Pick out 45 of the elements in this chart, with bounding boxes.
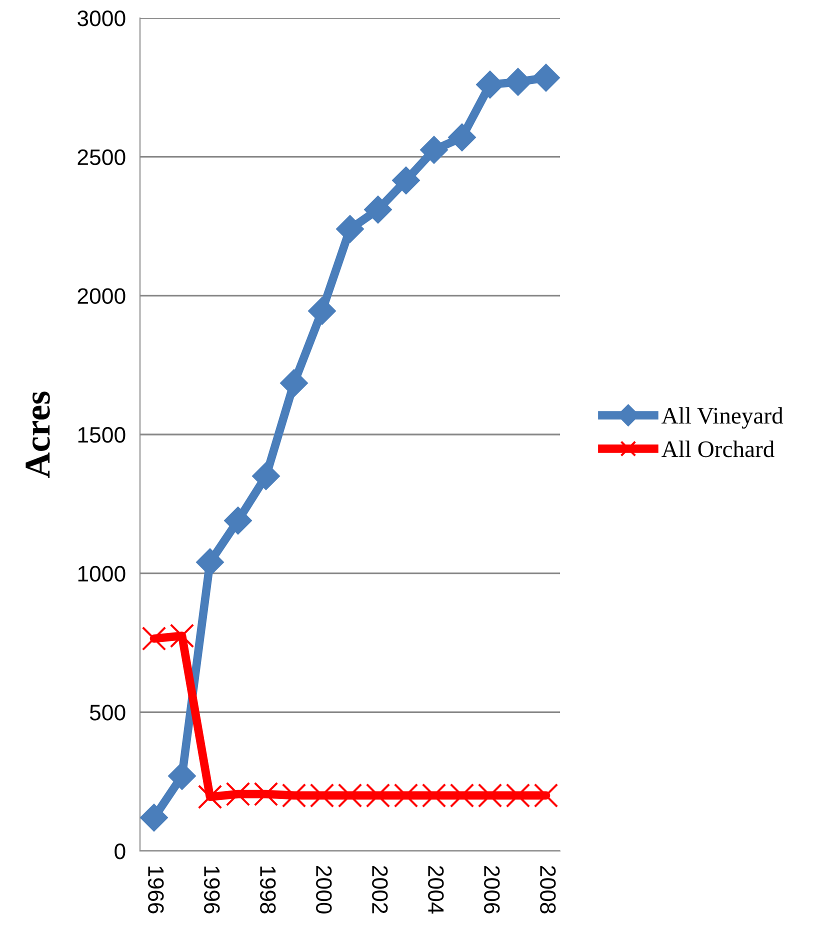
y-tick-label: 1500 bbox=[78, 427, 126, 443]
x-tick-label: 2004 bbox=[428, 866, 444, 914]
point bbox=[420, 136, 448, 164]
x-tick-label: 1996 bbox=[204, 866, 220, 914]
x-tick-label: 1998 bbox=[260, 866, 276, 914]
y-axis-title: Acres bbox=[26, 392, 50, 478]
y-tick-label: 2500 bbox=[78, 149, 126, 166]
point bbox=[308, 297, 336, 325]
x-tick-label: 2002 bbox=[372, 866, 388, 914]
point bbox=[448, 124, 476, 152]
point bbox=[336, 215, 364, 243]
point bbox=[254, 782, 278, 806]
point bbox=[280, 369, 308, 397]
point bbox=[506, 783, 530, 808]
point bbox=[140, 804, 168, 832]
point bbox=[338, 783, 362, 808]
point bbox=[422, 783, 446, 808]
point bbox=[168, 762, 196, 790]
x-tick-label: 2008 bbox=[540, 866, 556, 914]
point bbox=[534, 783, 558, 808]
point bbox=[252, 462, 280, 490]
point bbox=[392, 166, 420, 194]
point bbox=[366, 783, 390, 808]
point bbox=[394, 783, 418, 808]
legend-label: All Vineyard bbox=[662, 407, 784, 429]
point bbox=[170, 624, 194, 648]
point bbox=[198, 784, 222, 810]
point bbox=[142, 626, 166, 651]
y-tick-label: 2000 bbox=[78, 288, 126, 304]
point bbox=[282, 783, 306, 808]
point bbox=[310, 783, 334, 808]
x-tick-label: 2000 bbox=[316, 866, 332, 914]
point bbox=[450, 783, 474, 808]
point bbox=[224, 506, 252, 534]
y-tick-label: 3000 bbox=[78, 10, 126, 26]
point bbox=[532, 64, 560, 92]
x-tick-label: 2006 bbox=[484, 866, 500, 914]
y-tick-label: 0 bbox=[114, 844, 126, 860]
point bbox=[226, 782, 250, 806]
x-tick-label: 1966 bbox=[148, 866, 164, 914]
point bbox=[478, 783, 502, 808]
y-tick-label: 500 bbox=[90, 704, 126, 720]
legend-label: All Orchard bbox=[662, 440, 774, 458]
y-tick-label: 1000 bbox=[78, 566, 126, 582]
point bbox=[364, 196, 392, 224]
